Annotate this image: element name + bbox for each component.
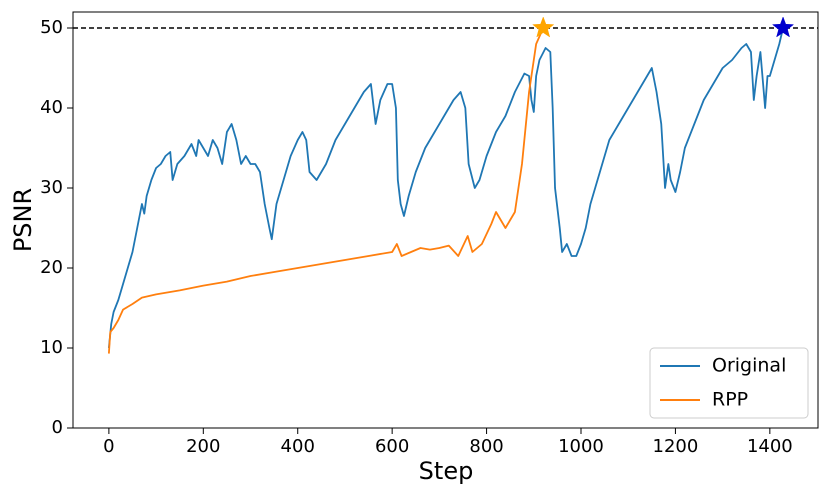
plot-frame: [72, 11, 819, 429]
x-tick-label: 0: [103, 436, 114, 457]
x-tick-label: 200: [186, 436, 220, 457]
x-tick-label: 1400: [747, 436, 793, 457]
y-tick-label: 50: [40, 17, 63, 38]
y-tick-label: 0: [52, 417, 63, 438]
legend-label: Original: [712, 355, 786, 377]
legend-label: RPP: [712, 389, 748, 411]
y-tick-label: 30: [40, 177, 63, 198]
x-tick-label: 1000: [558, 436, 604, 457]
y-tick-label: 40: [40, 97, 63, 118]
x-tick-label: 400: [281, 436, 315, 457]
series-line: [107, 27, 545, 354]
y-tick-label: 10: [40, 337, 63, 358]
legend: Original RPP: [649, 347, 809, 419]
series-line: [107, 27, 784, 349]
x-tick-label: 1200: [653, 436, 699, 457]
x-tick-label: 800: [469, 436, 503, 457]
x-tick-label: 600: [375, 436, 409, 457]
star-marker: [532, 16, 555, 38]
y-tick-label: 20: [40, 257, 63, 278]
x-axis-label: Step: [419, 457, 474, 485]
y-axis-label: PSNR: [9, 188, 37, 252]
star-marker: [771, 16, 795, 38]
